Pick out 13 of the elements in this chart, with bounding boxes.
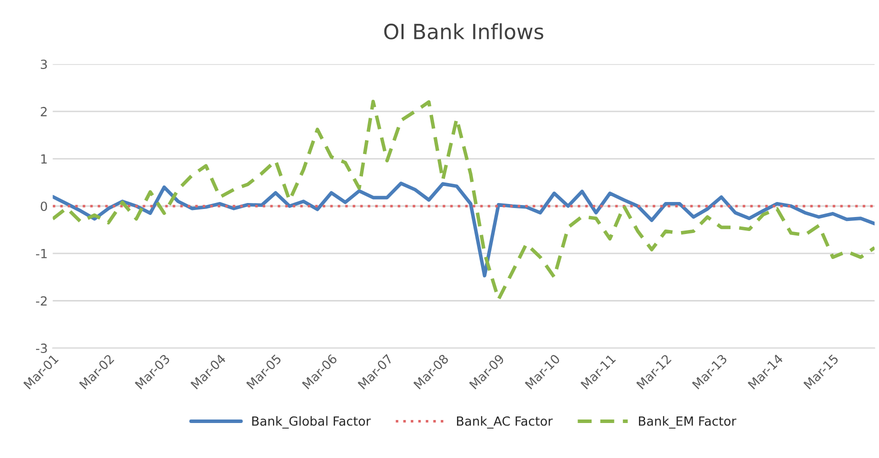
y-tick-label: 0 [40,202,48,212]
line-series [52,100,875,302]
y-tick-label: 1 [41,154,47,164]
legend-label: Bank_AC Factor [457,416,553,429]
y-tick-label: -2 [36,296,47,306]
legend-label: Bank_EM Factor [638,416,736,429]
y-tick-label: -1 [36,249,47,258]
chart-title: OI Bank Inflows [384,23,544,40]
y-tick-label: 2 [40,106,47,116]
legend-label: Bank_Global Factor [252,416,371,429]
y-tick-label: 3 [40,60,47,70]
line-series [52,182,875,278]
y-tick-label: -3 [36,344,47,354]
